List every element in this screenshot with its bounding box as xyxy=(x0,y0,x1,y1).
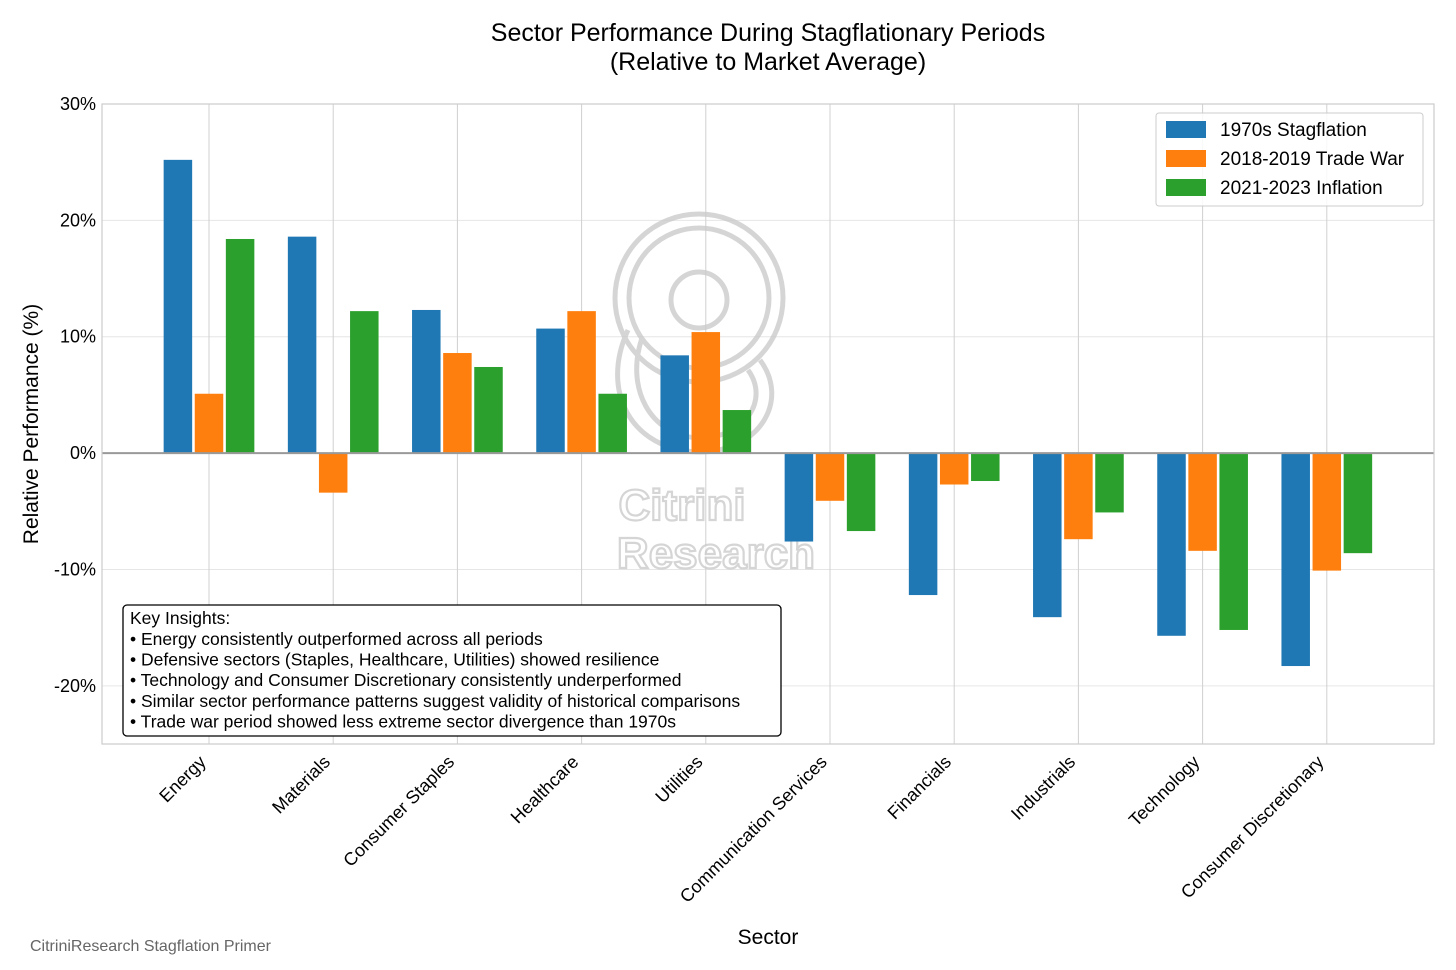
bar xyxy=(474,366,503,454)
y-tick-label: 0% xyxy=(70,443,96,463)
x-tick-label: Materials xyxy=(268,752,334,818)
key-insight-line: • Technology and Consumer Discretionary … xyxy=(130,670,682,690)
y-tick-label: 20% xyxy=(60,210,96,230)
y-tick-labels: -20% -10% 0% 10% 20% 30% xyxy=(54,94,96,696)
legend-label: 2018-2019 Trade War xyxy=(1220,149,1405,170)
x-tick-label: Technology xyxy=(1125,752,1204,831)
x-tick-label: Consumer Discretionary xyxy=(1177,752,1328,903)
bar xyxy=(691,332,721,454)
bar xyxy=(567,311,596,454)
key-insight-line: • Similar sector performance patterns su… xyxy=(130,691,740,711)
bar xyxy=(536,328,565,454)
bar xyxy=(412,309,441,454)
x-tick-labels: Energy Materials Consumer Staples Healthcar… xyxy=(155,752,1327,907)
bar xyxy=(1095,453,1124,513)
y-axis-label: Relative Performance (%) xyxy=(20,304,43,544)
legend-swatch xyxy=(1166,121,1206,138)
key-insight-line: • Trade war period showed less extreme s… xyxy=(130,711,676,731)
bar xyxy=(1157,453,1186,636)
legend-label: 1970s Stagflation xyxy=(1220,120,1367,141)
bar xyxy=(287,236,317,454)
bar xyxy=(443,353,472,454)
bar xyxy=(1219,453,1248,630)
bar xyxy=(318,453,348,493)
bar xyxy=(1033,453,1062,618)
key-insights-box: Key Insights: • Energy consistently outp… xyxy=(122,604,782,737)
bar xyxy=(163,159,193,454)
watermark-text-line-1: Citrini xyxy=(618,481,745,530)
key-insight-line: • Defensive sectors (Staples, Healthcare… xyxy=(130,650,659,670)
x-axis-label: Sector xyxy=(738,926,799,949)
chart-title-line-1: Sector Performance During Stagflationary… xyxy=(491,19,1045,47)
plot-frame xyxy=(101,103,1435,745)
chart-title-line-2: (Relative to Market Average) xyxy=(610,48,926,76)
y-tick-label: 10% xyxy=(60,327,96,347)
bar xyxy=(598,393,627,454)
x-tick-label: Healthcare xyxy=(507,752,583,828)
bar xyxy=(722,410,752,454)
key-insights-title: Key Insights: xyxy=(130,608,230,628)
watermark-text-line-2: Research xyxy=(617,529,815,578)
bar xyxy=(1312,453,1342,571)
y-tick-label: -20% xyxy=(54,676,96,696)
x-tick-label: Energy xyxy=(155,752,209,806)
key-insights-frame xyxy=(122,604,782,737)
bar xyxy=(1064,453,1093,540)
y-tick-label: 30% xyxy=(60,94,96,114)
bar xyxy=(815,453,845,501)
legend-swatch xyxy=(1166,150,1206,167)
bar xyxy=(784,453,814,542)
bar xyxy=(1281,453,1310,667)
bar xyxy=(939,453,969,485)
x-tick-label: Utilities xyxy=(651,752,706,807)
y-tick-label: -10% xyxy=(54,559,96,579)
legend-swatch xyxy=(1166,179,1206,196)
bar xyxy=(846,453,876,532)
key-insight-line: • Energy consistently outperformed acros… xyxy=(130,629,543,649)
legend-label: 2021-2023 Inflation xyxy=(1220,178,1383,199)
footer-source: CitriniResearch Stagflation Primer xyxy=(30,938,272,955)
x-tick-label: Consumer Staples xyxy=(339,752,458,871)
x-tick-label: Industrials xyxy=(1007,752,1079,824)
legend-box xyxy=(1155,112,1424,207)
bar xyxy=(660,355,689,454)
x-tick-label: Financials xyxy=(884,752,955,823)
bar xyxy=(194,393,224,454)
bar xyxy=(971,453,1000,482)
bar xyxy=(1343,453,1373,554)
x-tick-label: Communication Services xyxy=(676,752,831,907)
bars xyxy=(163,159,1373,667)
bar xyxy=(225,238,255,454)
bar xyxy=(350,311,379,454)
bar xyxy=(908,453,938,596)
legend: 1970s Stagflation 2018-2019 Trade War 2021… xyxy=(1155,112,1424,207)
bar xyxy=(1188,453,1217,551)
